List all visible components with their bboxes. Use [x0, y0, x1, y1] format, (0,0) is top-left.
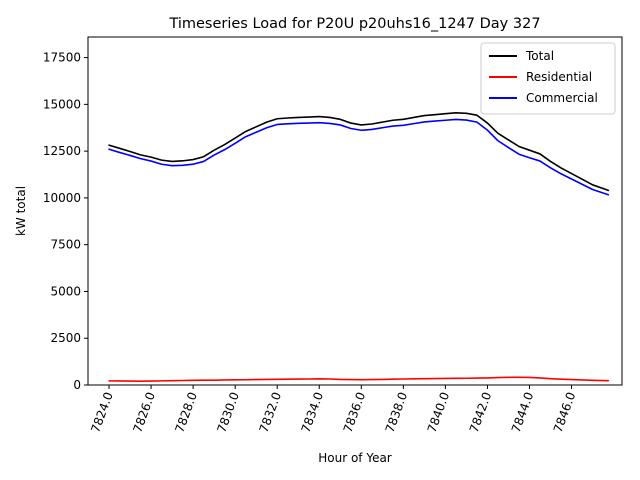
- x-tick-label: 7826.0: [130, 390, 158, 434]
- y-tick-label: 5000: [50, 284, 81, 298]
- x-tick-label: 7824.0: [88, 390, 116, 434]
- y-tick-label: 17500: [43, 51, 81, 65]
- y-tick-label: 15000: [43, 97, 81, 111]
- y-tick-label: 7500: [50, 238, 81, 252]
- plot-frame: [87, 36, 623, 386]
- legend-label-total: Total: [525, 49, 554, 63]
- x-tick-label: 7846.0: [551, 390, 579, 434]
- y-axis-ticks: 0 2500 5000 7500 10000 12500 15000 17500: [43, 51, 88, 392]
- x-axis-ticks: 7824.0 7826.0 7828.0 7830.0 7832.0 7834.0 7836…: [88, 385, 578, 434]
- x-axis-label: Hour of Year: [318, 451, 392, 465]
- x-tick-label: 7838.0: [383, 390, 411, 434]
- series-line-commercial: [108, 118, 610, 196]
- y-tick-label: 10000: [43, 191, 81, 205]
- series-line-total: [108, 111, 610, 192]
- legend: Total Residential Commercial: [480, 42, 616, 115]
- x-tick-label: 7832.0: [257, 390, 285, 434]
- x-tick-label: 7840.0: [425, 390, 453, 434]
- x-tick-label: 7844.0: [509, 390, 537, 434]
- x-tick-label: 7830.0: [214, 390, 242, 434]
- legend-box: [480, 42, 616, 115]
- x-tick-label: 7836.0: [341, 390, 369, 434]
- x-tick-label: 7842.0: [467, 390, 495, 434]
- y-tick-label: 0: [73, 378, 81, 392]
- y-tick-label: 12500: [43, 144, 81, 158]
- series-line-residential: [108, 376, 610, 382]
- x-tick-label: 7828.0: [172, 390, 200, 434]
- legend-label-residential: Residential: [526, 70, 592, 84]
- y-axis-label: kW total: [14, 186, 28, 236]
- chart-title: Timeseries Load for P20U p20uhs16_1247 D…: [168, 16, 540, 32]
- y-tick-label: 2500: [50, 331, 81, 345]
- legend-label-commercial: Commercial: [526, 91, 598, 105]
- series-lines: [108, 111, 610, 382]
- x-tick-label: 7834.0: [299, 390, 327, 434]
